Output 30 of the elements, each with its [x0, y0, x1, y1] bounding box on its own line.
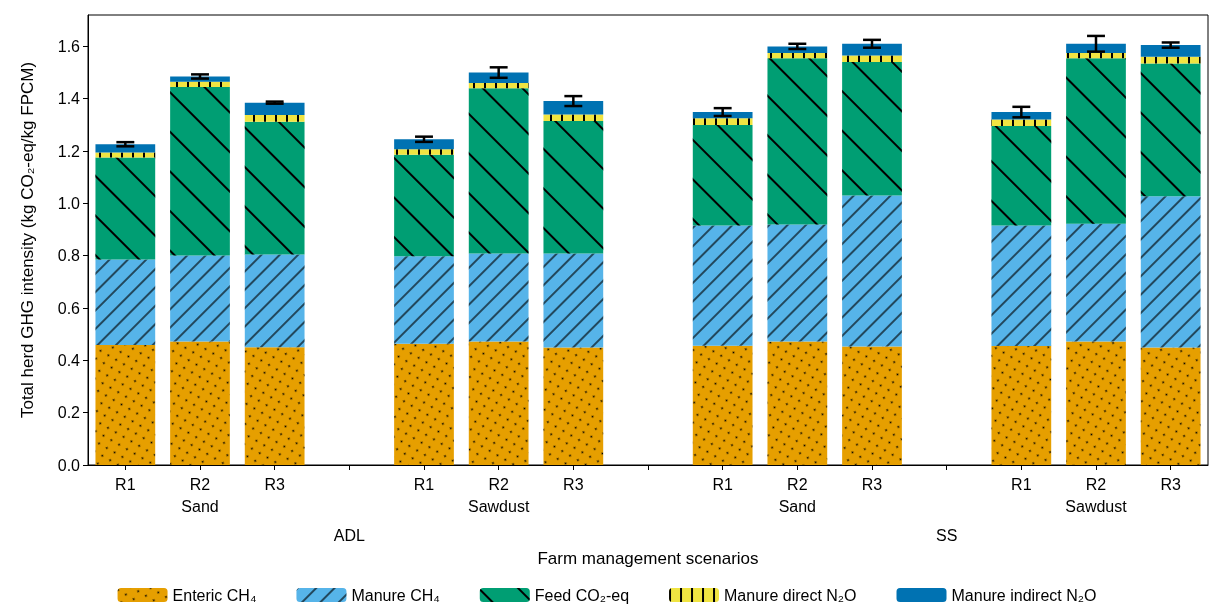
x-axis-title: Farm management scenarios [537, 549, 759, 568]
x-tick-label: R3 [861, 475, 883, 493]
y-tick-label: 0.0 [57, 456, 81, 474]
legend-label: Manure CH₄ [351, 586, 440, 604]
legend-label: Manure direct N₂O [724, 586, 857, 604]
y-tick-label: 1.4 [57, 90, 81, 108]
y-tick-label: 1.6 [57, 37, 81, 55]
legend-label: Feed CO₂-eq [534, 586, 630, 604]
y-tick-label: 1.0 [57, 194, 81, 212]
x-tick-label: R2 Sawdust [467, 475, 530, 515]
x-tick-label: R2 Sand [181, 475, 219, 515]
legend-label: Enteric CH₄ [172, 586, 257, 604]
x-tick-label: R2 Sand [778, 475, 817, 515]
y-axis-title: Total herd GHG intensity (kg CO₂-eq/kg FPCM) [18, 61, 37, 419]
x-tick-label: R1 [413, 475, 435, 493]
text: ADL [333, 526, 365, 544]
y-tick-label: 0.8 [57, 247, 81, 265]
x-tick-label: R2 Sawdust [1065, 475, 1128, 515]
x-tick-label: R1 [1011, 475, 1032, 493]
x-tick-label: R3 [264, 475, 285, 493]
y-tick-label: 0.2 [57, 404, 81, 422]
y-tick-label: 0.6 [57, 299, 81, 317]
legend-label: Manure indirect N₂O [951, 586, 1097, 604]
x-tick-label: R1 [712, 475, 733, 493]
x-tick-label: R3 [563, 475, 584, 493]
y-tick-label: 0.4 [57, 351, 81, 369]
x-tick-label: R3 [1160, 475, 1181, 493]
text: SS [935, 526, 958, 544]
y-tick-label: 1.2 [57, 142, 81, 160]
x-tick-label: R1 [115, 475, 136, 493]
